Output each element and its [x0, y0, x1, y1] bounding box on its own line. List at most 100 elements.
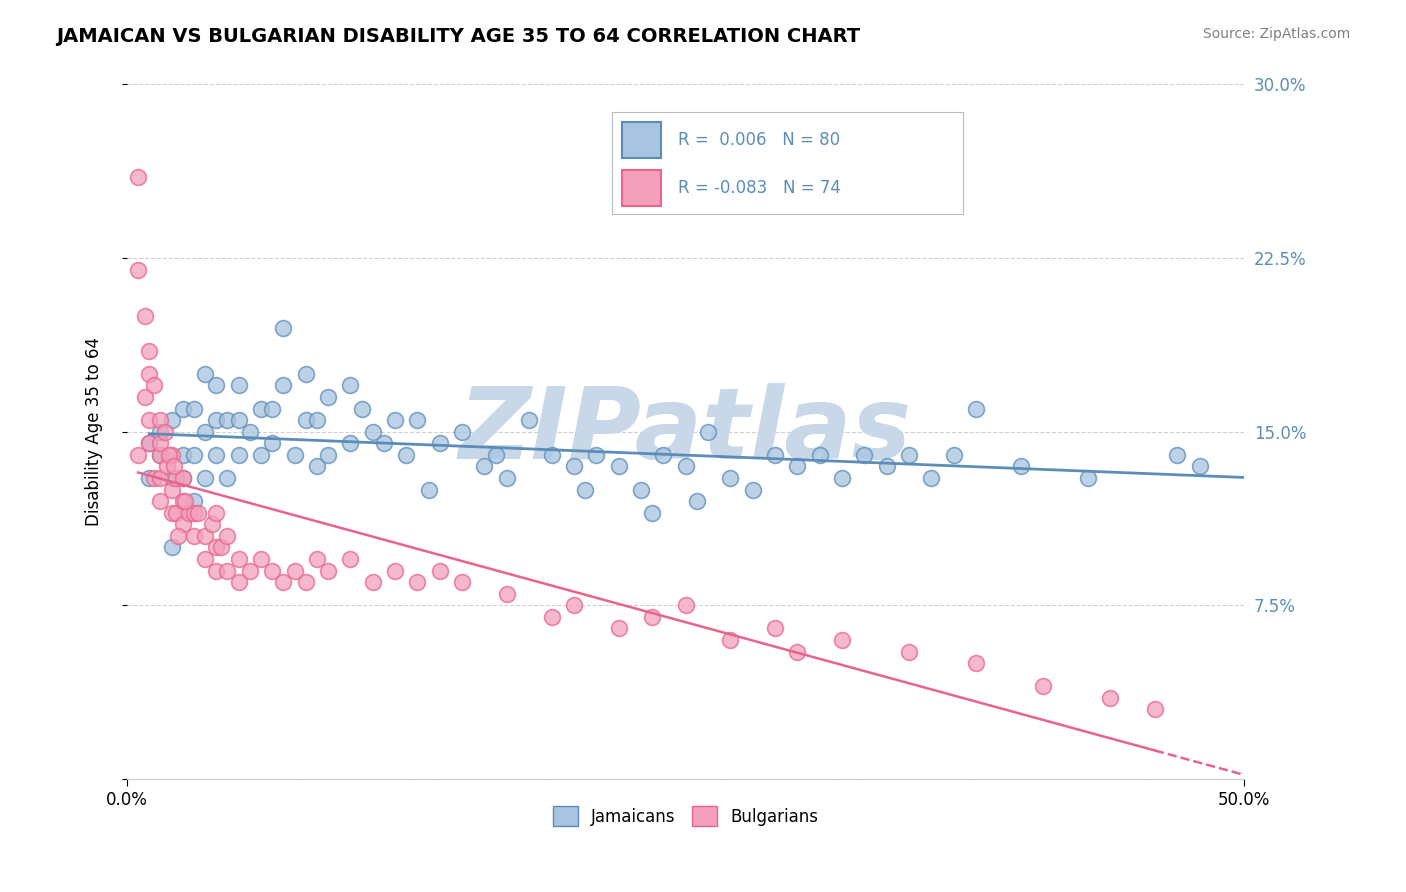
Point [339, 436, 361, 450]
Point [165, 506, 187, 520]
Point [194, 367, 217, 381]
Point [183, 448, 205, 462]
Point [138, 471, 160, 485]
Point [540, 448, 562, 462]
Point [127, 262, 149, 277]
Point [153, 425, 176, 439]
Point [718, 633, 741, 648]
Point [194, 425, 217, 439]
Point [172, 401, 194, 416]
Point [167, 529, 190, 543]
Point [718, 471, 741, 485]
Point [294, 367, 316, 381]
Point [1143, 702, 1166, 716]
Point [495, 587, 517, 601]
Point [965, 656, 987, 670]
Point [160, 413, 183, 427]
Point [138, 343, 160, 358]
Point [361, 425, 384, 439]
Point [160, 471, 183, 485]
Point [217, 471, 239, 485]
Point [429, 564, 451, 578]
Point [194, 471, 217, 485]
Point [149, 425, 172, 439]
Point [228, 378, 250, 392]
Point [250, 552, 273, 566]
Point [134, 309, 156, 323]
Point [1188, 459, 1211, 474]
Point [831, 633, 853, 648]
Point [228, 552, 250, 566]
Point [786, 459, 808, 474]
Point [406, 413, 429, 427]
Point [283, 564, 305, 578]
Point [517, 413, 540, 427]
Point [1166, 448, 1188, 462]
Point [675, 599, 697, 613]
Point [262, 564, 284, 578]
Point [127, 169, 149, 184]
Point [294, 413, 316, 427]
Point [134, 390, 156, 404]
Point [160, 541, 183, 555]
Point [228, 575, 250, 590]
Point [652, 448, 675, 462]
Point [686, 494, 709, 508]
Point [965, 401, 987, 416]
Point [138, 436, 160, 450]
Point [205, 448, 228, 462]
Point [183, 401, 205, 416]
Point [160, 483, 183, 497]
Point [217, 413, 239, 427]
Point [920, 471, 942, 485]
Point [239, 425, 262, 439]
Point [474, 459, 496, 474]
Point [172, 448, 194, 462]
Point [350, 401, 373, 416]
Point [156, 459, 179, 474]
Point [172, 517, 194, 532]
Point [201, 517, 224, 532]
Point [339, 552, 361, 566]
Point [898, 644, 921, 658]
Point [194, 552, 217, 566]
Point [641, 610, 664, 624]
Point [163, 459, 186, 474]
Point [157, 448, 180, 462]
Point [273, 320, 295, 334]
Point [209, 541, 232, 555]
Point [831, 471, 853, 485]
Point [172, 494, 194, 508]
Point [607, 459, 630, 474]
Point [205, 506, 228, 520]
Point [384, 564, 406, 578]
Point [149, 413, 172, 427]
Point [160, 448, 183, 462]
Y-axis label: Disability Age 35 to 64: Disability Age 35 to 64 [86, 337, 103, 526]
Point [395, 448, 418, 462]
Point [942, 448, 965, 462]
Point [149, 494, 172, 508]
Point [451, 425, 474, 439]
Point [194, 529, 217, 543]
Point [142, 378, 165, 392]
FancyBboxPatch shape [621, 170, 661, 206]
Point [174, 494, 197, 508]
Text: JAMAICAN VS BULGARIAN DISABILITY AGE 35 TO 64 CORRELATION CHART: JAMAICAN VS BULGARIAN DISABILITY AGE 35 … [56, 27, 860, 45]
Text: R =  0.006   N = 80: R = 0.006 N = 80 [678, 131, 841, 149]
Point [149, 471, 172, 485]
Point [808, 448, 831, 462]
Point [228, 448, 250, 462]
Point [228, 413, 250, 427]
Point [217, 529, 239, 543]
Point [250, 448, 273, 462]
Point [205, 541, 228, 555]
Point [305, 459, 328, 474]
Point [294, 575, 316, 590]
Point [273, 575, 295, 590]
Point [316, 390, 339, 404]
Point [165, 471, 187, 485]
Point [339, 378, 361, 392]
Point [1077, 471, 1099, 485]
Point [205, 378, 228, 392]
